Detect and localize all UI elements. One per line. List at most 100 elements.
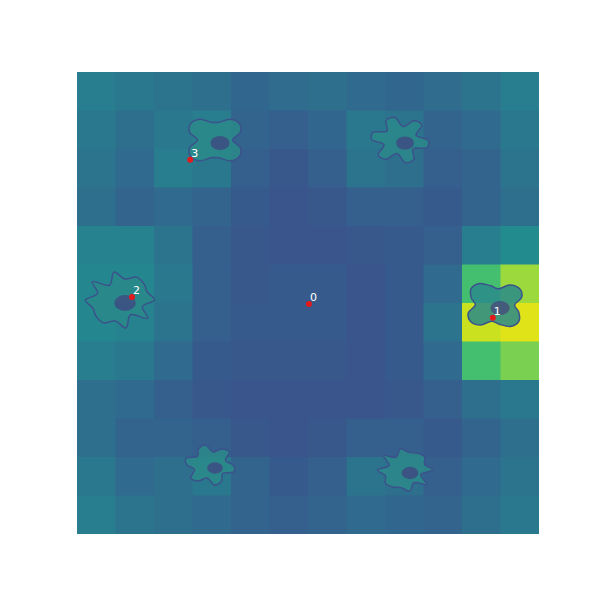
heatmap-cell <box>193 496 232 535</box>
heatmap-cell <box>193 303 232 342</box>
heatmap-cell <box>501 419 540 458</box>
heatmap-cell <box>77 342 116 381</box>
object-shape <box>371 117 429 162</box>
heatmap-cell <box>154 265 193 304</box>
heatmap-cell <box>116 496 155 535</box>
heatmap-cell <box>347 496 386 535</box>
heatmap-cell <box>308 303 347 342</box>
heatmap-cell <box>462 342 501 381</box>
heatmap-cell <box>462 419 501 458</box>
heatmap-cell <box>270 72 309 111</box>
heatmap-cell <box>231 226 270 265</box>
heatmap-cell <box>385 188 424 227</box>
heatmap-cell <box>231 457 270 496</box>
point-label: 2 <box>133 284 140 297</box>
heatmap-cell <box>154 188 193 227</box>
heatmap-cell <box>154 380 193 419</box>
heatmap-cell <box>424 380 463 419</box>
heatmap-cell <box>424 457 463 496</box>
heatmap-cell <box>347 342 386 381</box>
heatmap-cell <box>231 419 270 458</box>
objects <box>85 117 522 491</box>
heatmap-cell <box>193 72 232 111</box>
heatmap-cell <box>424 72 463 111</box>
heatmap-cell <box>308 265 347 304</box>
heatmap-cell <box>193 342 232 381</box>
heatmap-cell <box>308 496 347 535</box>
object-shape <box>185 445 234 485</box>
object-shade <box>402 467 419 479</box>
object-shape <box>189 119 241 161</box>
point-labels: 0123 <box>133 147 501 318</box>
heatmap-cell <box>77 188 116 227</box>
heatmap-cell <box>424 419 463 458</box>
heatmap-cell <box>462 380 501 419</box>
heatmap-cell <box>77 226 116 265</box>
heatmap-cell <box>424 342 463 381</box>
heatmap-cell <box>385 303 424 342</box>
heatmap-cell <box>462 457 501 496</box>
heatmap-cell <box>231 72 270 111</box>
heatmap-cell <box>501 226 540 265</box>
point-label: 1 <box>494 305 501 318</box>
heatmap-cell <box>116 226 155 265</box>
heatmap-cell <box>424 496 463 535</box>
heatmap-cell <box>347 380 386 419</box>
heatmap-cell <box>501 72 540 111</box>
heatmap-cell <box>154 72 193 111</box>
heatmap-cell <box>270 149 309 188</box>
axis-line <box>77 73 78 535</box>
heatmap-cell <box>385 265 424 304</box>
heatmap-cell <box>116 188 155 227</box>
y-axis <box>77 73 78 535</box>
chart: 0123 <box>0 0 600 600</box>
points <box>129 157 496 321</box>
object-shade <box>396 136 414 149</box>
heatmap-cell <box>231 342 270 381</box>
heatmap-cell <box>116 111 155 150</box>
heatmap-cell <box>385 380 424 419</box>
heatmap-cell <box>77 419 116 458</box>
heatmap-cell <box>270 188 309 227</box>
heatmap-cell <box>270 342 309 381</box>
heatmap-cell <box>270 457 309 496</box>
heatmap-cell <box>231 380 270 419</box>
heatmap-cell <box>385 226 424 265</box>
heatmap-cell <box>385 496 424 535</box>
heatmap-cell <box>501 342 540 381</box>
heatmap-cell <box>77 111 116 150</box>
heatmap-cell <box>116 457 155 496</box>
heatmap-cell <box>77 149 116 188</box>
heatmap-cell <box>154 342 193 381</box>
heatmap-cell <box>501 149 540 188</box>
heatmap-cell <box>308 419 347 458</box>
point-label: 3 <box>191 147 198 160</box>
heatmap-cell <box>308 457 347 496</box>
heatmap-cell <box>462 188 501 227</box>
heatmap-cell <box>270 111 309 150</box>
heatmap-cell <box>501 496 540 535</box>
heatmap-cell <box>193 226 232 265</box>
heatmap-cell <box>154 303 193 342</box>
heatmap-cell <box>308 72 347 111</box>
heatmap-cell <box>462 111 501 150</box>
heatmap-cell <box>501 457 540 496</box>
heatmap-cell <box>193 380 232 419</box>
heatmap-cell <box>116 380 155 419</box>
axis-line <box>78 534 540 535</box>
heatmap-cell <box>193 188 232 227</box>
object-shade <box>210 136 229 150</box>
x-axis <box>78 534 540 535</box>
heatmap-cell <box>424 265 463 304</box>
heatmap-cell <box>424 188 463 227</box>
heatmap-cell <box>116 419 155 458</box>
heatmap-cell <box>308 111 347 150</box>
heatmap-cell <box>231 303 270 342</box>
heatmap-cell <box>154 149 193 188</box>
heatmap-cell <box>154 111 193 150</box>
heatmap-cell <box>77 496 116 535</box>
heatmap-cell <box>308 380 347 419</box>
heatmap-cell <box>116 342 155 381</box>
heatmap-cell <box>462 226 501 265</box>
heatmap-cell <box>347 419 386 458</box>
